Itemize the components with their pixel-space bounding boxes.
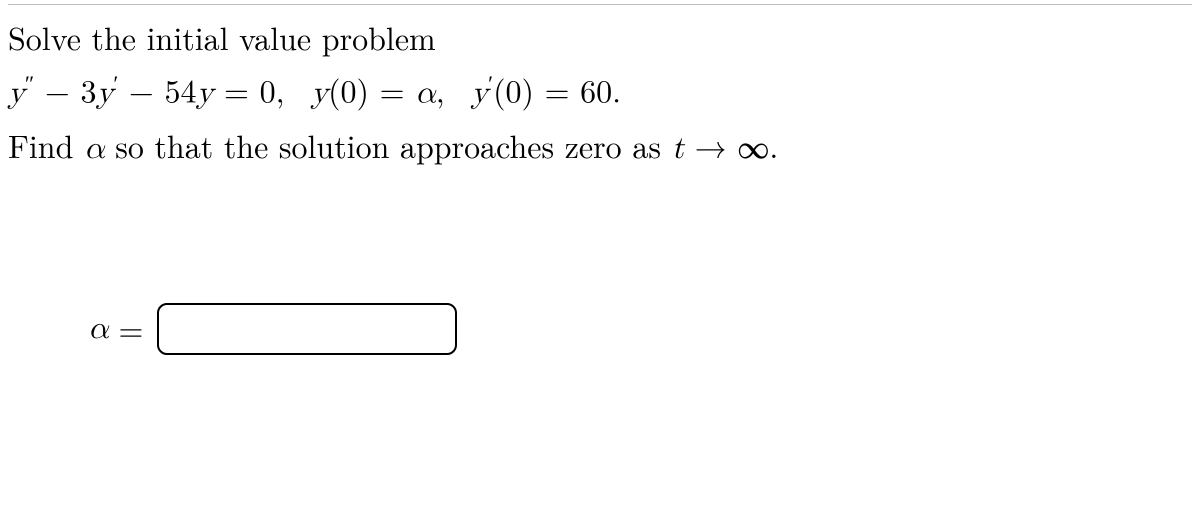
problem-page: Solve the initial value problem y″ − 3y′… [0,4,1200,355]
equals-sign: = [119,306,144,352]
answer-row: α = [88,303,1192,355]
alpha-input[interactable] [157,303,457,355]
problem-equation: y″ − 3y′ − 54y = 0, y(0) = α, y′(0) = 60… [8,67,1192,117]
problem-line-1: Solve the initial value problem [8,15,1192,61]
problem-line-3: Find α so that the solution approaches z… [8,123,1192,172]
alpha-label: α [88,306,109,352]
top-rule [8,4,1192,5]
